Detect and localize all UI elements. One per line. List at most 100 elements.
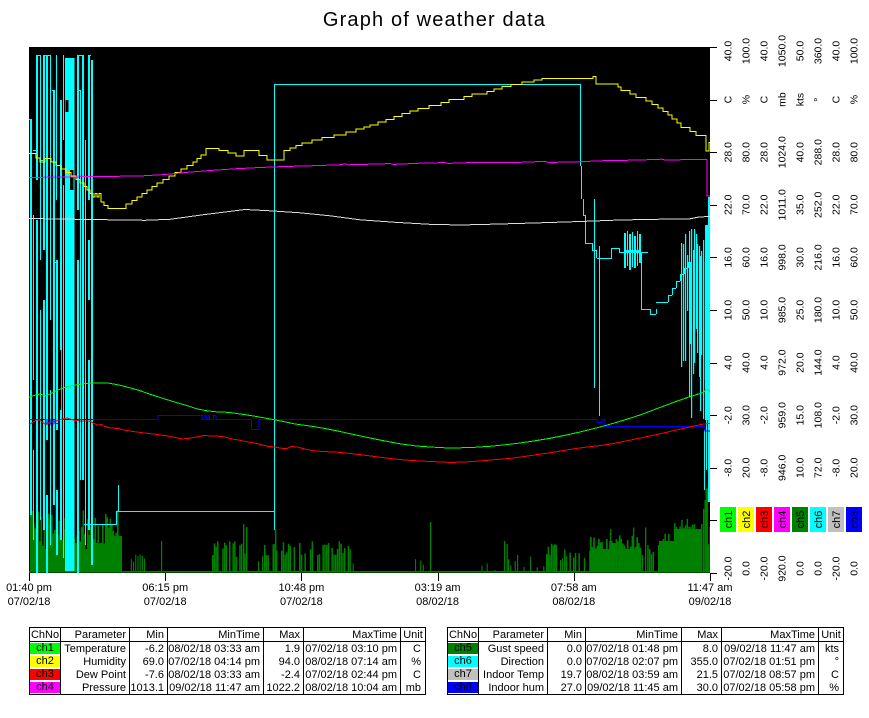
svg-text:180.0: 180.0 xyxy=(813,297,825,323)
svg-text:mb: mb xyxy=(777,92,789,107)
svg-text:360.0: 360.0 xyxy=(813,38,825,64)
svg-text:kts: kts xyxy=(795,93,807,106)
svg-text:998.0: 998.0 xyxy=(777,244,789,270)
svg-text:0.0: 0.0 xyxy=(795,561,807,576)
svg-text:10:48 pm: 10:48 pm xyxy=(278,582,324,594)
svg-text:ch3: ch3 xyxy=(759,511,771,529)
svg-text:11:47 am: 11:47 am xyxy=(687,582,732,594)
svg-text:288.0: 288.0 xyxy=(813,139,825,165)
svg-text:28.0: 28.0 xyxy=(831,142,843,163)
svg-text:144.0: 144.0 xyxy=(813,349,825,375)
svg-text:40.0: 40.0 xyxy=(795,142,807,163)
svg-text:10.0: 10.0 xyxy=(795,457,807,478)
svg-text:60.0: 60.0 xyxy=(849,247,861,268)
svg-text:°: ° xyxy=(813,97,825,101)
svg-text:70.0: 70.0 xyxy=(849,194,861,215)
svg-text:ch6: ch6 xyxy=(813,511,825,529)
svg-text:-20.0: -20.0 xyxy=(723,556,735,580)
svg-text:80.0: 80.0 xyxy=(741,142,753,163)
svg-text:-20.0: -20.0 xyxy=(759,556,771,580)
svg-text:72.0: 72.0 xyxy=(813,457,825,478)
svg-text:20.0: 20.0 xyxy=(741,457,753,478)
svg-text:03:19 am: 03:19 am xyxy=(415,582,461,594)
svg-text:40.0: 40.0 xyxy=(741,352,753,373)
svg-text:ch7: ch7 xyxy=(831,511,843,529)
svg-text:16.0: 16.0 xyxy=(831,247,843,268)
svg-text:30.0: 30.0 xyxy=(741,405,753,426)
svg-text:01:40 pm: 01:40 pm xyxy=(6,582,52,594)
svg-text:946.0: 946.0 xyxy=(777,455,789,481)
svg-text:40.0: 40.0 xyxy=(831,41,843,62)
svg-text:-2.0: -2.0 xyxy=(723,406,735,424)
svg-text:4.0: 4.0 xyxy=(759,355,771,370)
svg-text:16.0: 16.0 xyxy=(759,247,771,268)
svg-text:07/02/18: 07/02/18 xyxy=(144,596,187,608)
svg-text:08/02/18: 08/02/18 xyxy=(552,596,595,608)
svg-text:920.0: 920.0 xyxy=(777,555,789,581)
svg-text:0.0: 0.0 xyxy=(741,561,753,576)
svg-text:40.0: 40.0 xyxy=(849,352,861,373)
svg-text:20.0: 20.0 xyxy=(849,457,861,478)
svg-text:40.0: 40.0 xyxy=(759,41,771,62)
svg-text:06:15 pm: 06:15 pm xyxy=(142,582,188,594)
svg-text:07/02/18: 07/02/18 xyxy=(8,596,51,608)
svg-text:252.0: 252.0 xyxy=(813,192,825,218)
svg-text:108.0: 108.0 xyxy=(813,402,825,428)
svg-text:972.0: 972.0 xyxy=(777,349,789,375)
svg-text:28.0: 28.0 xyxy=(759,142,771,163)
svg-text:16.0: 16.0 xyxy=(723,247,735,268)
svg-text:1050.0: 1050.0 xyxy=(777,35,789,67)
svg-text:09/02/18: 09/02/18 xyxy=(689,596,732,608)
svg-text:15.0: 15.0 xyxy=(795,405,807,426)
svg-text:30.0: 30.0 xyxy=(795,247,807,268)
svg-text:C: C xyxy=(759,95,771,103)
svg-text:4.0: 4.0 xyxy=(723,355,735,370)
svg-text:216.0: 216.0 xyxy=(813,244,825,270)
svg-text:40.0: 40.0 xyxy=(723,41,735,62)
svg-text:1011.0: 1011.0 xyxy=(777,189,789,220)
svg-text:ch8: ch8 xyxy=(849,511,861,529)
svg-text:-20.0: -20.0 xyxy=(831,556,843,580)
svg-text:20.0: 20.0 xyxy=(795,352,807,373)
svg-text:%: % xyxy=(741,95,753,104)
svg-text:70.0: 70.0 xyxy=(741,194,753,215)
svg-text:10.0: 10.0 xyxy=(831,300,843,321)
svg-text:-8.0: -8.0 xyxy=(831,459,843,477)
svg-text:%: % xyxy=(849,95,861,104)
svg-text:60.0: 60.0 xyxy=(741,247,753,268)
svg-text:1024.0: 1024.0 xyxy=(777,136,789,168)
svg-text:-2.0: -2.0 xyxy=(831,406,843,424)
svg-text:50.0: 50.0 xyxy=(741,300,753,321)
svg-text:80.0: 80.0 xyxy=(849,142,861,163)
svg-text:-8.0: -8.0 xyxy=(723,459,735,477)
svg-text:ch5: ch5 xyxy=(795,511,807,529)
svg-text:30.0: 30.0 xyxy=(849,405,861,426)
svg-text:4.0: 4.0 xyxy=(831,355,843,370)
svg-text:28.0: 28.0 xyxy=(723,142,735,163)
svg-text:100.0: 100.0 xyxy=(741,38,753,64)
svg-text:ch2: ch2 xyxy=(741,511,753,529)
svg-text:ch4: ch4 xyxy=(777,511,789,529)
svg-text:0.0: 0.0 xyxy=(813,561,825,576)
svg-text:35.0: 35.0 xyxy=(795,194,807,215)
svg-text:07:58 am: 07:58 am xyxy=(551,582,597,594)
svg-text:10.0: 10.0 xyxy=(723,300,735,321)
svg-text:22.0: 22.0 xyxy=(831,194,843,215)
svg-text:959.0: 959.0 xyxy=(777,402,789,428)
svg-text:22.0: 22.0 xyxy=(759,194,771,215)
svg-text:07/02/18: 07/02/18 xyxy=(280,596,323,608)
svg-text:22.0: 22.0 xyxy=(723,194,735,215)
svg-text:-2.0: -2.0 xyxy=(759,406,771,424)
svg-text:C: C xyxy=(831,95,843,103)
svg-text:-8.0: -8.0 xyxy=(759,459,771,477)
svg-text:10.0: 10.0 xyxy=(759,300,771,321)
svg-text:25.0: 25.0 xyxy=(795,300,807,321)
svg-text:08/02/18: 08/02/18 xyxy=(416,596,459,608)
svg-text:100.0: 100.0 xyxy=(849,38,861,64)
svg-text:0.0: 0.0 xyxy=(849,561,861,576)
svg-text:50.0: 50.0 xyxy=(795,41,807,62)
svg-text:50.0: 50.0 xyxy=(849,300,861,321)
svg-text:985.0: 985.0 xyxy=(777,297,789,323)
svg-text:C: C xyxy=(723,95,735,103)
svg-text:ch1: ch1 xyxy=(723,511,735,529)
